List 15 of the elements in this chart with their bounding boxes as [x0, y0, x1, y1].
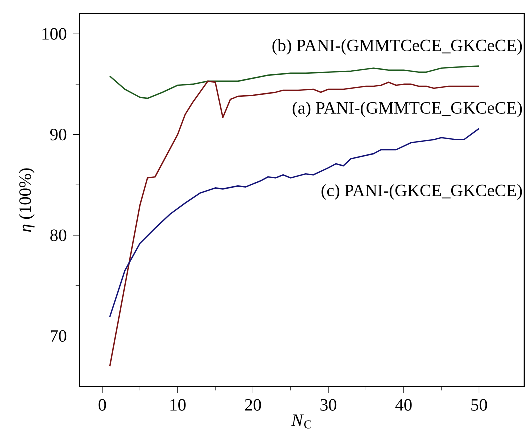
- series-label: (c) PANI-(GKCE_GKCeCE): [322, 184, 522, 200]
- x-axis-title: N$_{C}$: [292, 415, 312, 430]
- x-tick-label: 20: [245, 400, 262, 412]
- y-tick-label: 70: [51, 330, 67, 342]
- y-tick-label: 80: [50, 230, 67, 242]
- series-label: (a) PANI-(GMMTCE_GKCeCE): [292, 102, 522, 118]
- x-tick-label: 30: [320, 400, 337, 412]
- series-label: (b) PANI-(GMMTCeCE_GKCeCE): [272, 40, 522, 56]
- y-tick-label: 100: [42, 28, 67, 40]
- y-tick-label: 90: [50, 129, 67, 141]
- y-axis-title: η (100%): [19, 168, 35, 232]
- x-tick-label: 50: [472, 400, 488, 412]
- x-tick-label: 40: [396, 400, 412, 412]
- x-tick-label: 0: [98, 400, 106, 412]
- x-tick-label: 10: [170, 400, 186, 412]
